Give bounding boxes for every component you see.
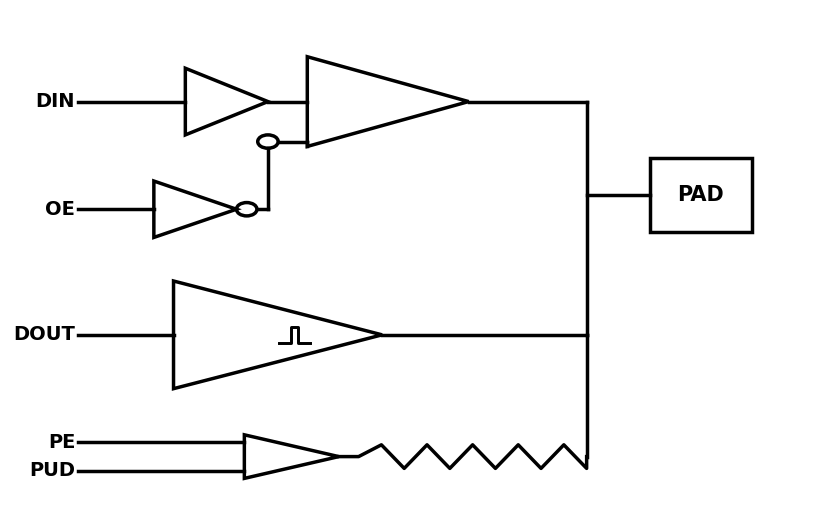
Text: PE: PE [48,433,75,452]
Bar [649,158,752,232]
Text: PUD: PUD [29,461,75,480]
Text: DOUT: DOUT [13,325,75,344]
Text: DIN: DIN [36,92,75,111]
Text: PAD: PAD [677,185,724,205]
Text: OE: OE [45,200,75,219]
